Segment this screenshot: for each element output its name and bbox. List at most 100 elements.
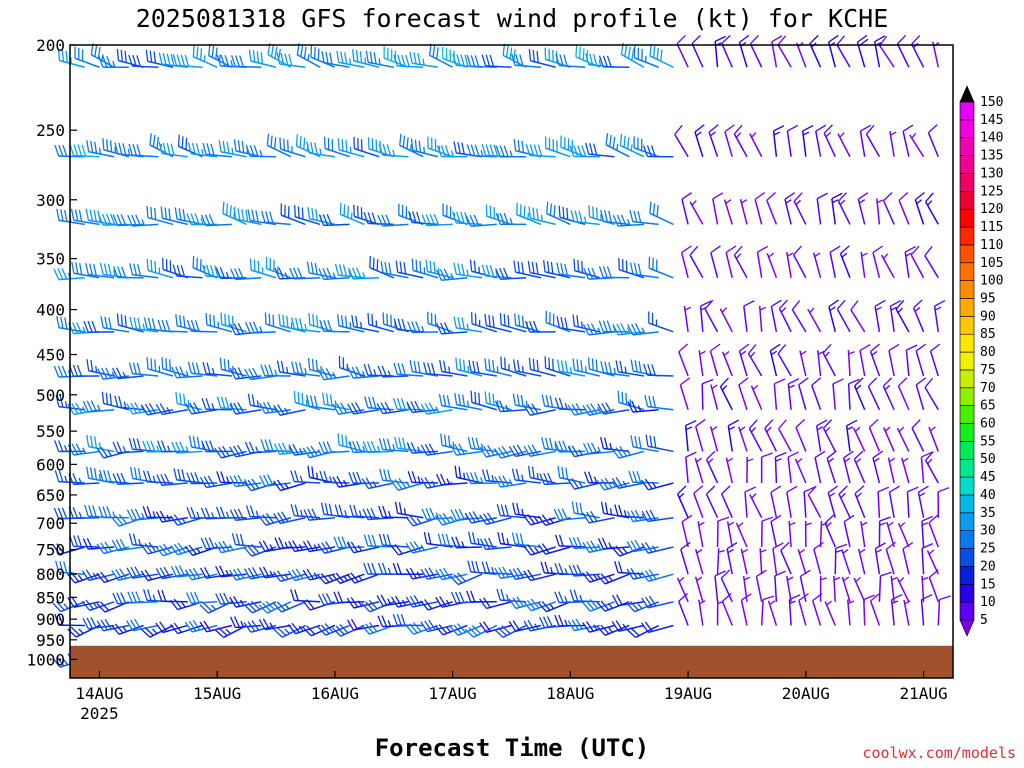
wind-barb xyxy=(811,593,823,626)
wind-barb xyxy=(683,305,692,332)
wind-barb xyxy=(296,43,321,68)
wind-barb xyxy=(902,541,914,575)
wind-barb xyxy=(879,35,895,68)
wind-barb xyxy=(157,319,188,333)
wind-barb xyxy=(605,133,630,158)
wind-barb xyxy=(289,267,321,280)
credit-link[interactable]: coolwx.com/models xyxy=(862,744,1016,762)
wind-barb xyxy=(280,203,306,226)
colorbar-swatch xyxy=(959,369,975,389)
wind-barb xyxy=(306,394,336,411)
wind-barb xyxy=(847,378,860,410)
wind-barb xyxy=(471,312,498,333)
wind-barb xyxy=(596,573,630,585)
wind-barb xyxy=(512,393,542,411)
wind-barb xyxy=(347,402,380,415)
wind-barb xyxy=(629,210,659,226)
wind-barb xyxy=(749,493,763,519)
colorbar-swatch xyxy=(959,244,975,264)
wind-barb xyxy=(508,596,542,610)
wind-barb xyxy=(839,245,851,279)
wind-barb xyxy=(378,143,409,158)
wind-barb xyxy=(523,444,556,457)
wind-barb xyxy=(435,322,468,335)
wind-barb xyxy=(680,245,692,278)
wind-barb xyxy=(872,245,884,278)
wind-barb xyxy=(378,505,409,519)
y-tick-label: 500 xyxy=(36,386,65,405)
wind-barb xyxy=(319,319,350,333)
wind-barb xyxy=(245,505,277,519)
wind-barb xyxy=(896,35,910,68)
wind-barb xyxy=(160,206,188,226)
wind-barb xyxy=(804,521,812,548)
wind-barb xyxy=(499,312,527,333)
wind-barb xyxy=(112,592,144,605)
wind-barb xyxy=(691,34,704,68)
wind-barb xyxy=(920,594,933,626)
wind-barb xyxy=(807,307,822,333)
wind-barb xyxy=(679,377,691,410)
wind-barb xyxy=(611,477,645,490)
wind-barb xyxy=(201,398,232,411)
wind-barb xyxy=(377,365,409,378)
wind-barb xyxy=(708,124,719,157)
wind-barb xyxy=(928,426,939,452)
wind-barb xyxy=(378,533,409,548)
wind-barb xyxy=(876,198,884,225)
wind-barb xyxy=(620,42,645,68)
wind-barb xyxy=(738,426,748,452)
wind-barb xyxy=(500,356,527,377)
wind-barb xyxy=(719,307,733,333)
wind-barb xyxy=(726,521,735,548)
wind-barb xyxy=(786,576,794,602)
wind-barb xyxy=(780,541,792,575)
wind-barb xyxy=(112,367,144,380)
wind-barb xyxy=(378,438,409,453)
wind-barb xyxy=(466,144,497,158)
colorbar-swatch xyxy=(959,155,975,174)
wind-barb xyxy=(524,320,556,333)
wind-barb xyxy=(585,142,615,158)
wind-barb xyxy=(716,548,725,575)
wind-barb xyxy=(778,299,792,333)
wind-barb xyxy=(420,567,453,580)
colorbar-swatch xyxy=(959,583,975,603)
colorbar-swatch xyxy=(959,298,975,317)
wind-barb xyxy=(320,502,350,519)
wind-barb xyxy=(56,316,85,333)
wind-barb xyxy=(187,361,218,377)
wind-barb xyxy=(902,124,914,157)
x-axis-label: Forecast Time (UTC) xyxy=(374,734,650,762)
wind-barb xyxy=(674,124,689,158)
colorbar-label: 120 xyxy=(980,202,1003,217)
wind-barb xyxy=(266,133,292,158)
wind-barb xyxy=(847,599,855,626)
wind-barb xyxy=(582,540,615,554)
colorbar-swatch xyxy=(959,405,975,424)
wind-barb xyxy=(917,485,929,518)
wind-barb xyxy=(756,245,769,278)
wind-barb xyxy=(512,502,542,519)
x-tick-label: 14AUG xyxy=(75,684,123,703)
wind-barb xyxy=(556,262,586,279)
wind-barb xyxy=(409,51,439,68)
wind-barb xyxy=(772,542,784,575)
wind-barb xyxy=(587,357,615,377)
wind-barb xyxy=(290,470,321,484)
wind-barb xyxy=(880,253,895,279)
wind-barb xyxy=(287,622,321,635)
wind-barb xyxy=(70,208,100,226)
wind-barb xyxy=(218,140,247,158)
wind-barb xyxy=(85,263,115,279)
wind-barb xyxy=(787,378,800,410)
wind-barb xyxy=(689,200,704,225)
wind-barb xyxy=(929,343,941,377)
wind-barb xyxy=(898,191,910,225)
wind-barb xyxy=(331,624,365,637)
wind-barb xyxy=(721,593,733,626)
wind-barb xyxy=(569,145,600,158)
wind-barb xyxy=(127,591,159,604)
wind-barb xyxy=(202,362,232,377)
